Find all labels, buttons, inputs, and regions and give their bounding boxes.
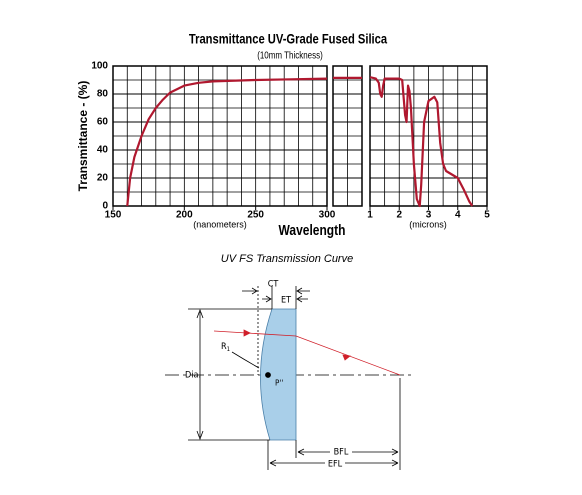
x-label: Wavelength [279,222,346,239]
et-label: ET [281,296,291,306]
bfl-arrow [297,448,399,456]
y-tick-label: 80 [97,89,109,100]
thickness-arrows [242,287,310,303]
x-tick-label: 250 [247,210,264,221]
x-tick-label: 3 [426,210,432,221]
lens [260,308,297,441]
ct-label: CT [268,280,279,290]
plot-frame [332,65,363,207]
arrowheads [196,308,204,441]
radius-text: R [221,342,227,352]
x-unit-label: (nanometers) [193,219,247,229]
y-tick-label: 20 [97,173,109,184]
y-tick-label: 40 [97,145,109,156]
x-tick-label: 4 [455,210,461,221]
bfl-label: BFL [334,448,349,458]
y-tick-label: 100 [91,61,108,72]
chart-subtitle: (10mm Thickness) [257,50,323,61]
radius-subscript: 1 [227,346,230,353]
chart-title: Transmittance UV-Grade Fused Silica [189,32,388,47]
y-label: Transmittance - (%) [76,81,90,192]
y-tick-label: 60 [97,117,109,128]
ray-arrows [243,329,351,361]
transmission-line [369,76,474,208]
x-tick-label: 2 [396,210,402,221]
x-unit-label: (microns) [409,219,447,229]
x-tick-label: 200 [176,210,193,221]
diameter-label: Dia. [185,371,201,381]
x-tick-label: 1 [367,210,373,221]
efl-label: EFL [328,460,343,470]
plot-frame [112,65,328,207]
x-tick-label: 300 [319,210,336,221]
caption: UV FS Transmission Curve [221,253,353,265]
efl-arrow [269,459,399,467]
x-tick-label: 150 [105,210,122,221]
principal-point-label: P'' [275,379,283,388]
y-tick-label: 0 [102,201,108,212]
x-tick-label: 5 [484,210,490,221]
radius-pointer [231,351,260,369]
radius-label: R1 [221,342,230,353]
principal-point [265,372,271,378]
transmission-line [126,77,328,207]
ray [213,330,401,376]
lens-diagram [165,286,412,470]
